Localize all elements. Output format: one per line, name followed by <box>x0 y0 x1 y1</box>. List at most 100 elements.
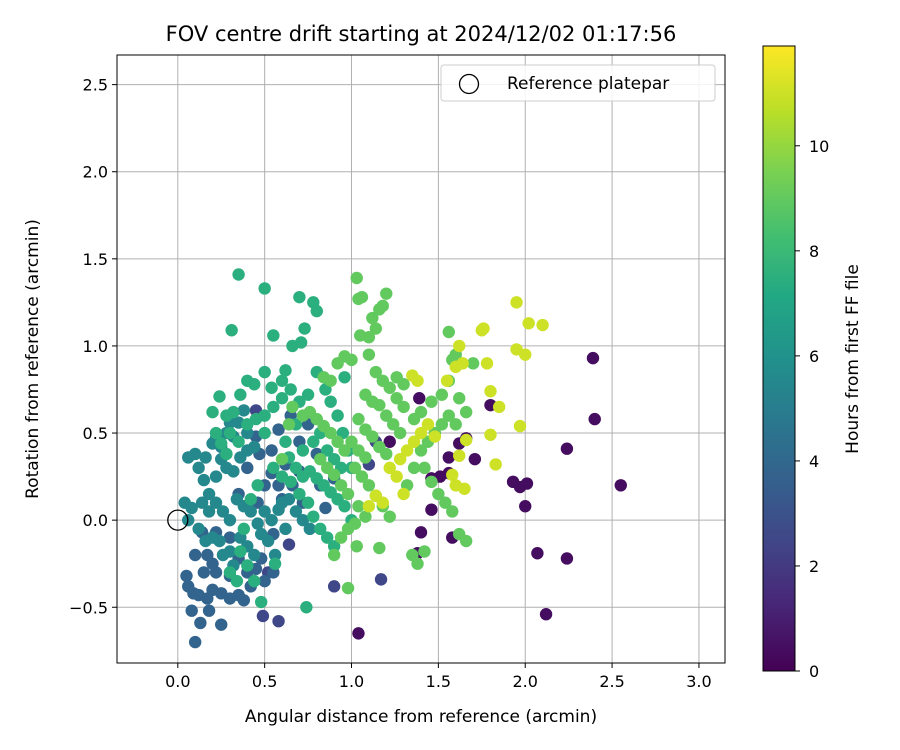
data-point <box>327 580 341 593</box>
data-point <box>453 449 466 462</box>
y-tick-label: 1.0 <box>83 337 108 356</box>
data-point <box>539 608 553 621</box>
y-tick-label: 1.5 <box>83 250 108 269</box>
data-point <box>327 540 341 553</box>
data-point <box>254 595 268 609</box>
data-point <box>366 430 379 443</box>
data-point <box>282 418 296 431</box>
data-point <box>435 388 449 401</box>
data-point <box>223 531 237 544</box>
x-tick-label: 2.0 <box>513 672 538 691</box>
data-point <box>536 318 549 332</box>
data-point <box>459 534 473 548</box>
data-point <box>216 548 230 562</box>
data-point <box>234 388 247 401</box>
data-point <box>197 473 211 487</box>
data-point <box>359 451 372 464</box>
data-point <box>374 573 388 586</box>
data-point <box>352 412 365 426</box>
data-point <box>411 557 424 570</box>
data-point <box>199 451 212 464</box>
data-point <box>397 487 410 501</box>
data-point <box>289 505 303 518</box>
data-point <box>345 435 358 448</box>
data-point <box>397 400 410 414</box>
data-point <box>230 574 244 588</box>
data-point <box>477 322 490 335</box>
data-point <box>338 444 351 457</box>
data-point <box>284 475 297 489</box>
data-point <box>310 304 323 318</box>
data-point <box>225 324 238 337</box>
data-point <box>411 374 424 387</box>
data-point <box>258 282 271 295</box>
data-point <box>341 581 355 595</box>
data-point <box>383 510 396 523</box>
data-point <box>355 290 369 304</box>
data-point <box>215 437 228 450</box>
data-point <box>265 444 278 457</box>
data-point <box>293 487 306 501</box>
data-point <box>354 329 367 342</box>
data-point <box>307 435 320 448</box>
data-point <box>414 444 428 457</box>
data-point <box>314 522 327 536</box>
colorbar-tick-label: 8 <box>809 242 819 261</box>
y-tick-label: 2.0 <box>83 163 108 182</box>
data-point <box>279 522 292 536</box>
data-point <box>223 426 237 440</box>
data-point <box>267 461 280 475</box>
data-point <box>369 322 383 335</box>
colorbar <box>762 45 796 672</box>
legend-label-reference: Reference platepar <box>507 74 669 94</box>
data-point <box>446 505 459 518</box>
data-point <box>209 470 223 483</box>
data-point <box>468 452 482 466</box>
data-point <box>327 548 341 562</box>
x-tick-label: 1.5 <box>426 672 451 691</box>
data-point <box>265 381 278 394</box>
data-point <box>466 357 480 370</box>
data-point <box>425 475 438 489</box>
data-point <box>275 374 289 387</box>
data-point <box>480 357 494 370</box>
y-axis-label: Rotation from reference (arcmin) <box>23 219 43 499</box>
data-point <box>418 461 431 475</box>
data-point <box>241 426 254 440</box>
x-axis-label: Angular distance from reference (arcmin) <box>245 707 597 727</box>
data-point <box>293 290 306 304</box>
colorbar-tick-label: 2 <box>809 557 819 576</box>
data-point <box>428 430 442 443</box>
data-point <box>248 440 261 454</box>
data-point <box>303 522 317 536</box>
data-point <box>492 400 506 414</box>
data-point <box>519 348 532 361</box>
data-point <box>258 426 271 440</box>
data-point <box>300 601 313 614</box>
data-point <box>188 635 202 649</box>
data-point <box>319 501 332 515</box>
data-point <box>425 395 438 408</box>
legend: Reference platepar <box>440 64 716 102</box>
data-point <box>440 374 454 387</box>
data-point <box>251 479 264 492</box>
data-point <box>407 461 421 475</box>
data-point <box>286 400 299 414</box>
data-point <box>359 510 372 523</box>
x-tick-label: 0.0 <box>165 672 190 691</box>
data-point <box>223 566 237 579</box>
data-point <box>338 371 351 384</box>
data-point <box>484 385 497 398</box>
data-point <box>407 435 421 448</box>
data-point <box>334 531 348 544</box>
data-point <box>560 552 574 565</box>
data-point <box>213 390 226 403</box>
x-tick-label: 2.5 <box>599 672 624 691</box>
data-point <box>560 442 574 455</box>
data-point <box>267 400 280 414</box>
data-point <box>220 409 233 422</box>
data-point <box>484 428 497 441</box>
data-point <box>435 418 449 431</box>
data-point <box>215 618 228 631</box>
data-point <box>324 395 337 408</box>
